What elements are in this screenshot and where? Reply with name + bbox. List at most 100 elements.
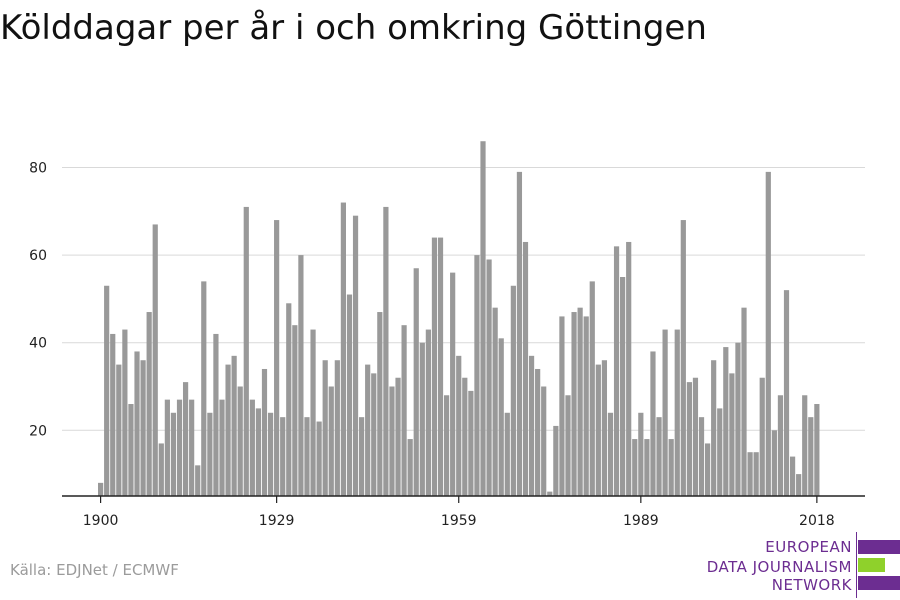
bar-1962 [474, 255, 480, 496]
bar-1971 [528, 355, 535, 496]
bar-1956 [437, 237, 444, 496]
bar-2008 [753, 452, 759, 496]
bar-1915 [189, 399, 195, 496]
bar-1926 [255, 408, 262, 496]
bar-1916 [195, 465, 201, 496]
bar-1996 [680, 220, 686, 496]
bar-1908 [146, 312, 152, 496]
bar-2016 [802, 395, 808, 496]
bar-1989 [638, 412, 644, 496]
chart-title: Kölddagar per år i och omkring Göttingen [0, 8, 707, 48]
bar-1955 [431, 237, 438, 496]
bar-1925 [249, 399, 255, 496]
logo-line-1: EUROPEAN [765, 538, 852, 556]
bar-1983 [601, 360, 608, 496]
bar-1988 [632, 439, 638, 496]
bar-1943 [359, 417, 365, 496]
bar-1913 [176, 399, 183, 496]
bar-1906 [134, 351, 140, 496]
bar-1976 [559, 316, 565, 496]
bar-1967 [504, 412, 510, 496]
bar-1974 [547, 491, 553, 496]
bar-1961 [468, 390, 474, 496]
bar-2003 [723, 347, 729, 496]
bar-1972 [535, 368, 541, 496]
bar-2010 [765, 171, 771, 496]
bar-2000 [705, 443, 711, 496]
bar-1907 [140, 360, 146, 496]
bar-1998 [692, 377, 699, 496]
bar-1900 [98, 482, 104, 496]
bar-1995 [674, 329, 680, 496]
bar-1947 [383, 206, 389, 497]
bar-1985 [613, 246, 620, 496]
bar-1934 [304, 417, 310, 496]
bar-1933 [298, 255, 304, 496]
y-axis-ticks: 20 40 60 80 [29, 161, 47, 440]
x-tick-label: 1959 [441, 513, 477, 529]
bar-1920 [219, 399, 225, 496]
y-tick-label: 80 [29, 161, 47, 177]
bar-2014 [789, 456, 796, 496]
bar-2004 [729, 373, 735, 496]
bar-1929 [274, 220, 280, 496]
logo-line-2: DATA JOURNALISM [706, 558, 852, 576]
bar-1935 [310, 329, 316, 496]
x-tick-label: 1989 [623, 513, 659, 529]
bar-1965 [492, 307, 498, 496]
bar-1990 [644, 439, 650, 496]
bar-1966 [498, 338, 504, 496]
bar-1977 [565, 395, 571, 496]
bar-2007 [747, 452, 753, 496]
logo-divider [856, 532, 857, 598]
bar-1979 [577, 307, 583, 496]
bar-1968 [510, 285, 516, 496]
bar-1936 [316, 421, 322, 496]
bar-1911 [164, 399, 170, 496]
bar-1904 [122, 329, 128, 496]
bar-1958 [450, 272, 456, 496]
bar-1963 [480, 141, 486, 496]
bar-1964 [486, 259, 492, 496]
bar-1969 [516, 171, 523, 496]
bar-2001 [711, 360, 717, 496]
bar-1951 [407, 439, 413, 496]
bar-1960 [462, 377, 468, 496]
bar-1950 [401, 325, 407, 496]
bar-1953 [419, 342, 425, 496]
bar-2013 [783, 290, 790, 496]
bars-group [98, 141, 820, 497]
bar-1973 [541, 386, 547, 496]
bar-1923 [237, 386, 243, 496]
bar-2006 [741, 307, 747, 496]
bar-2017 [808, 417, 814, 496]
bar-1930 [280, 417, 286, 496]
logo-bar-bottom [858, 576, 900, 590]
y-tick-label: 60 [29, 248, 47, 264]
logo-bar-top [858, 540, 900, 554]
bar-1982 [595, 364, 601, 496]
x-tick-label: 2018 [799, 513, 835, 529]
bar-1921 [225, 364, 231, 496]
bar-1997 [686, 382, 692, 496]
bar-1999 [698, 417, 705, 496]
x-tick-label: 1900 [83, 513, 119, 529]
x-axis-ticks: 1900 1929 1959 1989 2018 [83, 496, 835, 529]
edjnet-logo: EUROPEAN DATA JOURNALISM NETWORK [700, 530, 900, 600]
bar-1909 [152, 224, 158, 496]
bar-1931 [286, 303, 292, 496]
bar-1938 [328, 386, 334, 496]
y-tick-label: 40 [29, 336, 47, 352]
logo-line-3: NETWORK [771, 576, 852, 594]
bar-1928 [267, 412, 274, 496]
source-note: Källa: EDJNet / ECMWF [10, 561, 179, 579]
bar-1944 [365, 364, 371, 496]
bar-1901 [104, 285, 110, 496]
bar-2002 [717, 408, 723, 496]
bar-1948 [389, 386, 395, 496]
bar-1941 [346, 294, 353, 496]
bar-1932 [292, 325, 298, 496]
bar-1992 [656, 417, 662, 496]
bar-1942 [352, 215, 359, 496]
